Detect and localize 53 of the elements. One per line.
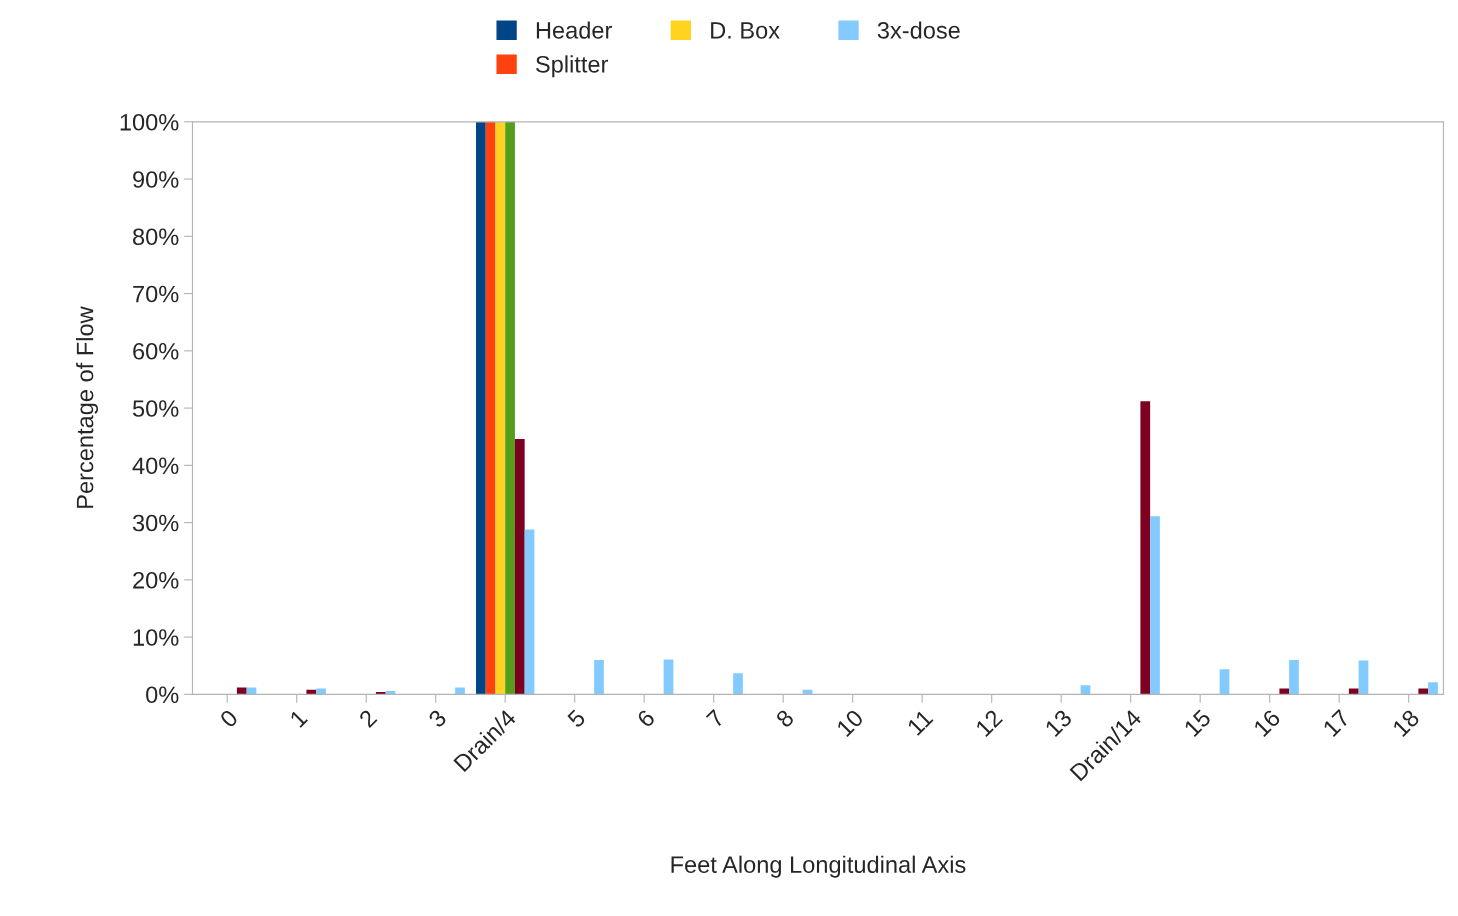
bar (505, 121, 515, 695)
bar (455, 687, 465, 695)
x-axis-title: Feet Along Longitudinal Axis (671, 855, 966, 878)
y-tick-label: 30% (132, 514, 179, 532)
bar (236, 687, 247, 695)
x-tick-label: 2 (358, 708, 378, 729)
x-tick-label: 8 (775, 708, 795, 729)
y-tick-label: 80% (133, 228, 179, 246)
x-tick-label: 16 (1252, 708, 1282, 738)
x-tick-label: 0 (219, 708, 239, 729)
y-tick-label: 10% (133, 629, 179, 646)
bar (514, 438, 525, 695)
x-tick-label: 6 (636, 708, 656, 729)
y-tick-label: 70% (133, 285, 179, 303)
x-tick-label: 13 (1044, 708, 1073, 738)
x-tick-label: 18 (1391, 708, 1421, 738)
bar (1140, 401, 1151, 695)
bar (663, 659, 674, 695)
x-tick-label: 3 (427, 708, 448, 729)
y-tick-label: 40% (132, 457, 179, 475)
legend-label: Header (536, 21, 612, 39)
x-tick-label: 11 (906, 708, 934, 736)
y-tick-label: 90% (133, 171, 179, 188)
x-tick-label: 5 (566, 708, 587, 729)
y-tick-label: 60% (133, 342, 179, 360)
bar (476, 121, 486, 695)
bar (1358, 660, 1369, 695)
y-tick-label: 50% (132, 400, 179, 417)
y-axis-title: Percentage of Flow (76, 306, 99, 508)
bar (1219, 669, 1230, 695)
bar (246, 687, 257, 695)
bar (524, 529, 535, 695)
x-tick-label: 7 (705, 708, 725, 729)
legend-label: Splitter (536, 55, 609, 78)
x-tick-label: 12 (974, 708, 1003, 737)
y-tick-label: 20% (133, 571, 179, 589)
bar (594, 659, 604, 695)
y-tick-label: 100% (120, 113, 179, 131)
x-tick-label: 17 (1322, 708, 1351, 737)
x-tick-label: 1 (289, 708, 308, 728)
legend-label: 3x-dose (877, 21, 960, 39)
bar (1150, 516, 1160, 695)
bar (1289, 659, 1299, 695)
bar (733, 673, 743, 695)
bar (495, 121, 506, 695)
bar (485, 121, 496, 695)
bar (1080, 685, 1091, 695)
legend-label: D. Box (711, 22, 780, 39)
x-tick-label: 15 (1183, 708, 1212, 738)
x-tick-label: 10 (835, 708, 865, 738)
y-tick-label: 0% (146, 686, 179, 704)
bar (375, 692, 386, 695)
bar (1428, 682, 1438, 695)
